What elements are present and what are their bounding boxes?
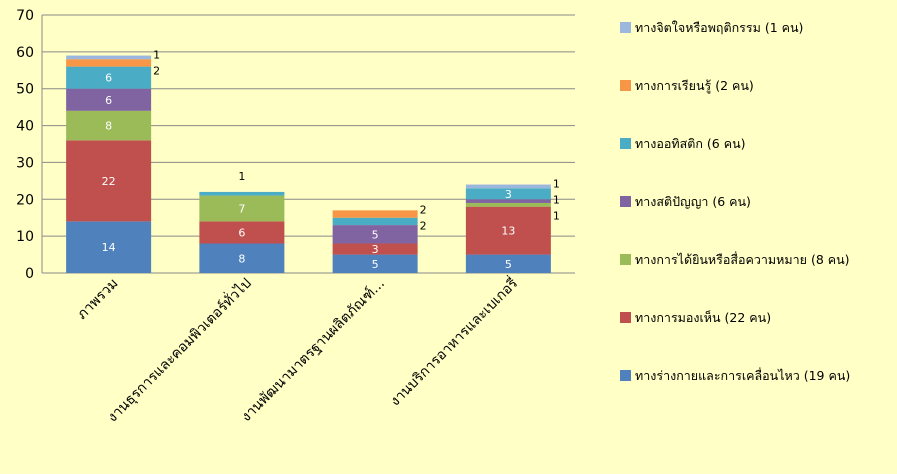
bar-segment <box>66 55 152 60</box>
bar-segment <box>66 66 152 89</box>
data-label: 1 <box>238 170 245 183</box>
legend-swatch <box>620 22 631 33</box>
legend-label: ทางการมองเห็น (22 คน) <box>635 310 771 325</box>
data-label: 3 <box>372 243 379 256</box>
legend-label: ทางการเรียนรู้ (2 คน) <box>635 78 754 94</box>
bar-segment <box>465 254 551 273</box>
x-tick-label: งานบริการอาหารและเบเกอรี่ <box>386 274 522 410</box>
bar-segment <box>66 88 152 111</box>
data-label: 1 <box>553 178 560 191</box>
bar-segment <box>199 243 285 273</box>
data-label: 5 <box>372 228 379 241</box>
data-label: 8 <box>105 120 112 133</box>
data-label: 13 <box>501 225 515 238</box>
y-tick-label: 20 <box>16 192 34 208</box>
y-tick-label: 50 <box>16 82 34 98</box>
bars <box>66 55 551 273</box>
legend-swatch <box>620 196 631 207</box>
bar-segment <box>332 254 418 273</box>
bar-segment <box>199 191 285 196</box>
bar-segment <box>66 140 152 222</box>
y-axis-ticks: 0 10 20 30 40 50 60 70 <box>16 8 34 282</box>
bar-segment <box>465 202 551 207</box>
bar-segment <box>199 221 285 244</box>
bar-segment <box>465 188 551 200</box>
legend-label: ทางจิตใจหรือพฤติกรรม (1 คน) <box>635 20 803 35</box>
bar-segment <box>332 210 418 218</box>
data-label: 5 <box>372 258 379 271</box>
data-label: 22 <box>102 175 116 188</box>
y-tick-label: 60 <box>16 45 34 61</box>
legend-label: ทางออทิสติก (6 คน) <box>635 136 746 151</box>
data-label: 14 <box>102 241 116 254</box>
legend-label: ทางสติปัญญา (6 คน) <box>635 194 751 209</box>
bar-segment <box>332 225 418 244</box>
data-label: 6 <box>105 94 112 107</box>
legend-swatch <box>620 138 631 149</box>
legend-label: ทางร่างกายและการเคลื่อนไหว (19 คน) <box>635 367 850 383</box>
bar-segment <box>332 217 418 226</box>
data-label: 1 <box>553 210 560 223</box>
legend-swatch <box>620 254 631 265</box>
x-axis-ticks: ภาพรวมงานธุรการและคอมพิวเตอร์ทั่วไปงานพั… <box>74 274 521 426</box>
data-label: 7 <box>238 203 245 216</box>
data-label: 2 <box>420 203 427 216</box>
legend-swatch <box>620 370 631 381</box>
legend: ทางจิตใจหรือพฤติกรรม (1 คน) ทางการเรียนรู… <box>620 20 850 383</box>
bar-segment <box>199 195 285 222</box>
legend-swatch <box>620 80 631 91</box>
x-tick-label: งานธุรการและคอมพิวเตอร์ทั่วไป <box>103 274 255 426</box>
y-tick-label: 30 <box>16 155 34 171</box>
data-label: 5 <box>505 258 512 271</box>
bar-segment <box>66 59 152 67</box>
bar-segment <box>332 243 418 255</box>
bar-segment <box>465 184 551 189</box>
data-label: 1 <box>553 194 560 207</box>
data-label: 2 <box>153 65 160 78</box>
x-tick-label: งานพัฒนามาตรฐานผลิตภัณฑ์... <box>238 275 388 425</box>
y-tick-label: 10 <box>16 229 34 245</box>
bar-segment <box>465 199 551 203</box>
bar-segment <box>66 221 152 273</box>
x-tick-label: ภาพรวม <box>74 276 121 323</box>
legend-label: ทางการได้ยินหรือสื่อความหมาย (8 คน) <box>635 251 850 267</box>
data-label: 3 <box>505 188 512 201</box>
data-label: 2 <box>420 219 427 232</box>
data-label: 6 <box>238 226 245 239</box>
legend-swatch <box>620 312 631 323</box>
data-label: 8 <box>238 252 245 265</box>
data-label: 1 <box>153 49 160 62</box>
y-tick-label: 0 <box>25 266 34 282</box>
bar-segment <box>465 206 551 255</box>
bar-segment <box>66 110 152 141</box>
y-tick-label: 40 <box>16 119 34 135</box>
y-tick-label: 70 <box>16 8 34 24</box>
data-label: 6 <box>105 72 112 85</box>
